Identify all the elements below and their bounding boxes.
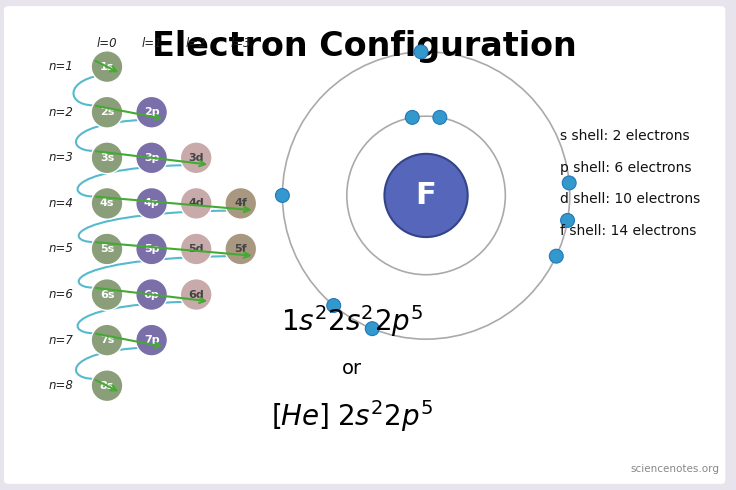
Text: 7p: 7p [144,335,160,345]
Text: n=4: n=4 [49,197,74,210]
Text: n=8: n=8 [49,379,74,392]
Circle shape [135,324,168,356]
Text: s shell: 2 electrons: s shell: 2 electrons [560,129,690,143]
Text: or: or [342,359,362,378]
Circle shape [91,279,123,310]
Text: 4s: 4s [100,198,114,208]
Circle shape [180,142,212,173]
Text: sciencenotes.org: sciencenotes.org [630,464,719,474]
Text: 3p: 3p [144,153,160,163]
Text: l=0: l=0 [96,37,117,50]
Text: 3s: 3s [100,153,114,163]
Text: 6d: 6d [188,290,204,299]
Circle shape [562,176,576,190]
Text: 2s: 2s [100,107,114,117]
Circle shape [91,142,123,173]
Circle shape [180,188,212,219]
Text: 2p: 2p [144,107,160,117]
Text: 7s: 7s [100,335,114,345]
Text: 5s: 5s [100,244,114,254]
Text: 3d: 3d [188,153,204,163]
Text: $[He]\;2s^{2}2p^{5}$: $[He]\;2s^{2}2p^{5}$ [271,398,433,434]
Circle shape [561,214,575,227]
Text: l=3: l=3 [230,37,251,50]
Text: p shell: 6 electrons: p shell: 6 electrons [560,161,691,175]
Text: n=5: n=5 [49,243,74,255]
Text: l=2: l=2 [186,37,207,50]
Circle shape [91,97,123,128]
Text: F: F [416,181,436,210]
Circle shape [135,142,168,173]
Circle shape [225,233,257,265]
Circle shape [327,298,341,313]
Circle shape [91,188,123,219]
Circle shape [135,188,168,219]
Circle shape [135,279,168,310]
Circle shape [384,154,467,237]
Text: 5f: 5f [235,244,247,254]
Circle shape [91,51,123,82]
Text: $1s^{2}2s^{2}2p^{5}$: $1s^{2}2s^{2}2p^{5}$ [280,303,423,339]
Text: d shell: 10 electrons: d shell: 10 electrons [560,193,700,206]
Text: n=6: n=6 [49,288,74,301]
Text: 5p: 5p [144,244,160,254]
Text: 4d: 4d [188,198,204,208]
Text: 6s: 6s [100,290,114,299]
Text: n=1: n=1 [49,60,74,73]
Circle shape [91,370,123,401]
Text: 1s: 1s [100,62,114,72]
Circle shape [135,233,168,265]
Circle shape [225,188,257,219]
Text: 4p: 4p [144,198,160,208]
Circle shape [180,279,212,310]
Circle shape [135,97,168,128]
Circle shape [180,233,212,265]
Circle shape [275,189,289,202]
Text: l=1: l=1 [141,37,162,50]
Circle shape [433,110,447,124]
Circle shape [91,233,123,265]
Circle shape [365,322,379,336]
Circle shape [406,110,420,124]
Text: n=2: n=2 [49,106,74,119]
Text: 6p: 6p [144,290,160,299]
Text: Electron Configuration: Electron Configuration [152,30,577,63]
Text: f shell: 14 electrons: f shell: 14 electrons [560,224,696,238]
Circle shape [414,45,428,59]
Text: n=7: n=7 [49,334,74,346]
Text: 4f: 4f [234,198,247,208]
Circle shape [91,324,123,356]
Text: n=3: n=3 [49,151,74,164]
Text: 8s: 8s [100,381,114,391]
Text: 5d: 5d [188,244,204,254]
Circle shape [549,249,563,263]
FancyBboxPatch shape [4,6,725,484]
